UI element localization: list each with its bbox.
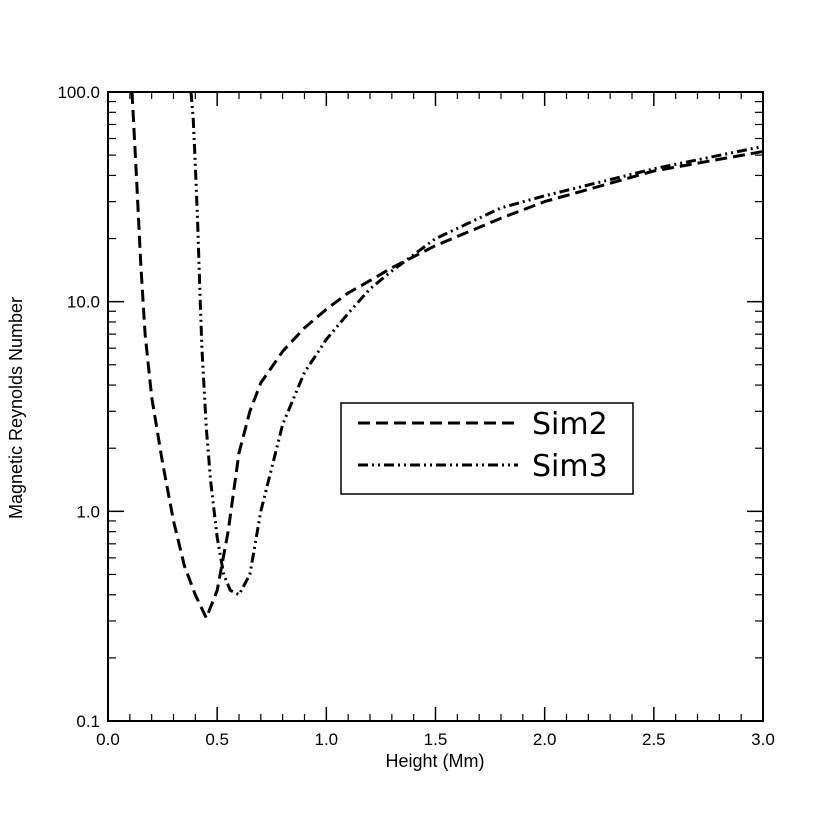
x-tick-label: 0.0 bbox=[96, 730, 120, 749]
axis-tick-labels: 0.0 0.5 1.0 1.5 2.0 2.5 3.0 0.1 1.0 10.0 100.0 bbox=[57, 83, 774, 749]
axis-ticks bbox=[107, 91, 764, 722]
y-tick-label: 1.0 bbox=[76, 502, 100, 521]
legend: Sim2 Sim3 bbox=[340, 402, 634, 495]
x-tick-label: 1.0 bbox=[315, 730, 339, 749]
series-lines bbox=[130, 91, 764, 620]
x-tick-label: 1.5 bbox=[424, 730, 448, 749]
y-tick-label: 10.0 bbox=[67, 293, 100, 312]
x-tick-label: 2.5 bbox=[642, 730, 666, 749]
x-tick-label: 2.0 bbox=[533, 730, 557, 749]
y-tick-label: 0.1 bbox=[76, 712, 100, 731]
y-axis-title: Magnetic Reynolds Number bbox=[6, 297, 26, 519]
legend-label-sim2: Sim2 bbox=[532, 407, 608, 442]
series-line-sim3 bbox=[189, 91, 764, 597]
y-tick-label: 100.0 bbox=[57, 83, 100, 102]
legend-box bbox=[340, 402, 634, 495]
x-tick-label: 0.5 bbox=[205, 730, 229, 749]
series-line-sim2 bbox=[130, 91, 764, 620]
x-axis-title: Height (Mm) bbox=[385, 751, 484, 771]
x-tick-label: 3.0 bbox=[751, 730, 775, 749]
legend-label-sim3: Sim3 bbox=[532, 449, 608, 484]
